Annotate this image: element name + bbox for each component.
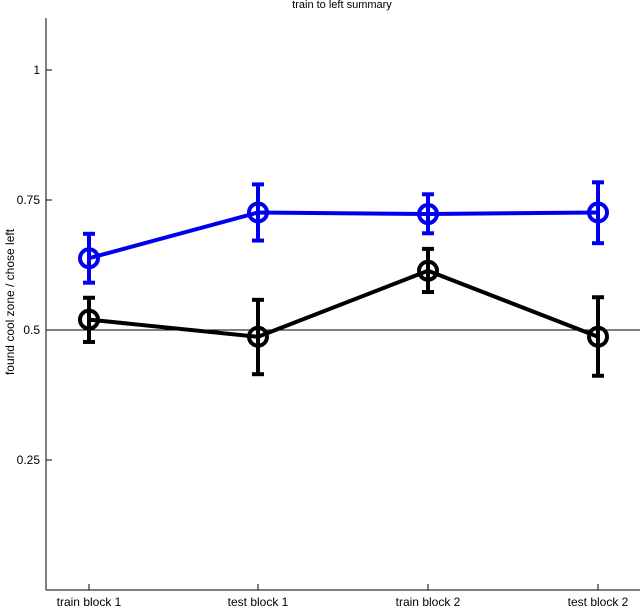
series-1	[78, 180, 609, 285]
y-ticks: 0.25 0.5 0.75 1	[17, 63, 52, 467]
y-tick-label: 0.5	[23, 323, 40, 337]
x-ticks: train block 1 test block 1 train block 2 te…	[57, 584, 629, 606]
data-point	[417, 203, 439, 226]
y-tick-label: 0.25	[17, 453, 41, 467]
series-layer	[46, 180, 640, 378]
data-point	[78, 247, 100, 270]
series-line	[88, 268, 599, 339]
data-point	[587, 325, 609, 348]
y-tick-label: 1	[33, 63, 40, 77]
series-line	[88, 210, 599, 261]
data-point	[78, 308, 100, 331]
y-tick-label: 0.75	[17, 193, 41, 207]
data-point	[247, 201, 269, 224]
series-2	[78, 246, 609, 378]
x-tick-label: train block 2	[396, 595, 461, 606]
chart-title: train to left summary	[292, 0, 392, 11]
data-point	[417, 259, 439, 282]
data-point	[587, 201, 609, 224]
x-tick-label: test block 2	[568, 595, 629, 606]
x-tick-label: train block 1	[57, 595, 122, 606]
y-axis-label: found cool zone / chose left	[3, 228, 17, 375]
data-point	[247, 325, 269, 348]
x-tick-label: test block 1	[228, 595, 289, 606]
